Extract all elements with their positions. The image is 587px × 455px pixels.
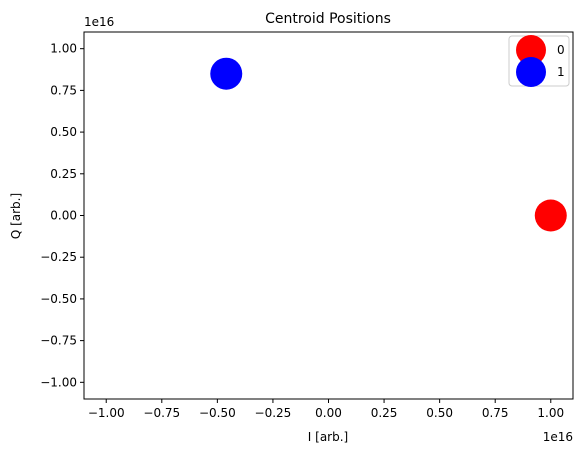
- y-tick-label: −0.75: [40, 334, 77, 348]
- x-tick-label: 0.00: [315, 406, 342, 420]
- chart-title: Centroid Positions: [265, 11, 391, 27]
- x-tick-label: −0.25: [255, 406, 292, 420]
- x-tick-label: −0.75: [143, 406, 180, 420]
- data-point-series-1: [210, 58, 242, 90]
- x-axis-ticks: −1.00 −0.75 −0.50 −0.25 0.00 0.25 0.50 0.75 1.00: [88, 399, 564, 420]
- y-tick-label: 0.00: [50, 209, 77, 223]
- x-tick-label: 0.75: [482, 406, 509, 420]
- y-tick-label: −0.25: [40, 250, 77, 264]
- y-tick-label: 0.75: [50, 83, 77, 97]
- legend: 01: [509, 35, 569, 87]
- x-axis-label: I [arb.]: [308, 430, 348, 444]
- y-offset-label: 1e16: [84, 15, 114, 29]
- y-tick-label: −0.50: [40, 292, 77, 306]
- data-point-series-0: [535, 200, 567, 232]
- plot-area: [84, 32, 573, 399]
- x-offset-label: 1e16: [543, 430, 573, 444]
- x-tick-label: −1.00: [88, 406, 125, 420]
- y-axis-ticks: −1.00 −0.75 −0.50 −0.25 0.00 0.25 0.50 0.75 1.00: [40, 42, 84, 390]
- x-tick-label: 1.00: [537, 406, 564, 420]
- y-tick-label: 0.50: [50, 125, 77, 139]
- legend-label-1: 1: [557, 65, 565, 79]
- legend-label-0: 0: [557, 43, 565, 57]
- y-axis-label: Q [arb.]: [9, 193, 23, 239]
- y-tick-label: 1.00: [50, 42, 77, 56]
- x-tick-label: 0.50: [426, 406, 453, 420]
- x-tick-label: 0.25: [371, 406, 398, 420]
- y-tick-label: −1.00: [40, 375, 77, 389]
- y-tick-label: 0.25: [50, 167, 77, 181]
- legend-marker-1: [516, 57, 546, 87]
- x-tick-label: −0.50: [199, 406, 236, 420]
